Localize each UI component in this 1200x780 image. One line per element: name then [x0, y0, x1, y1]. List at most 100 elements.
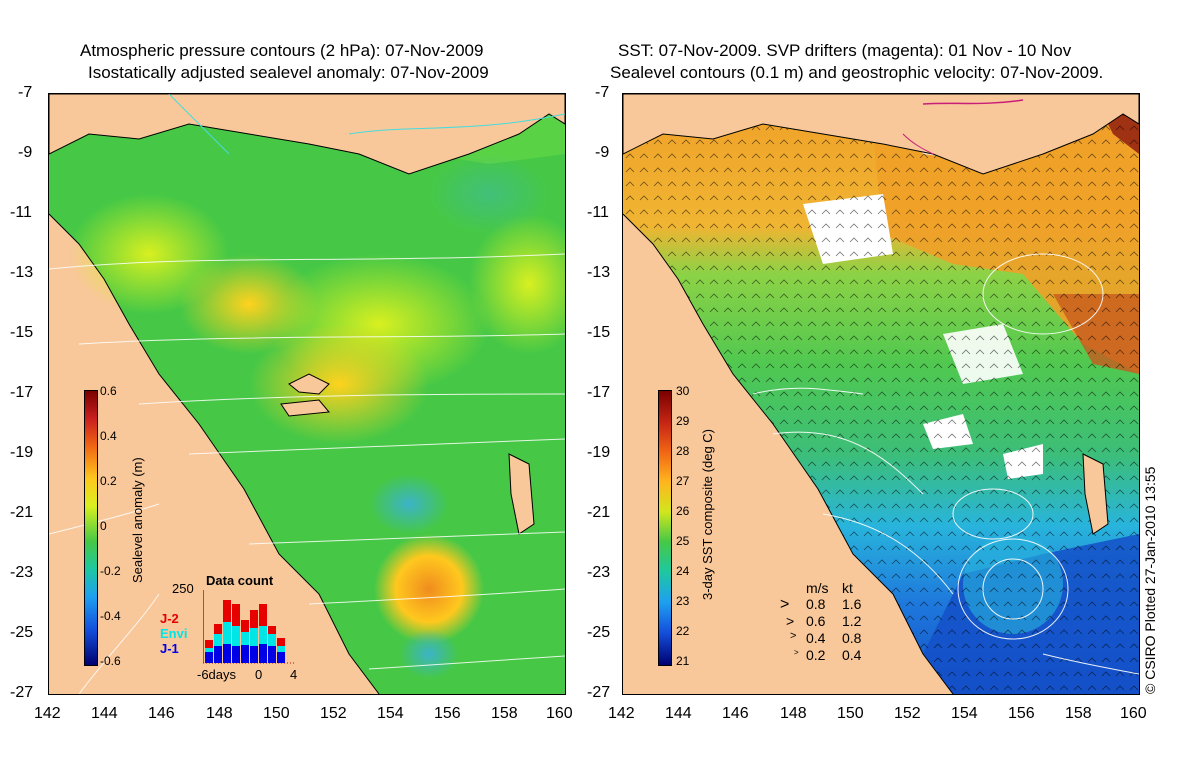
velocity-legend-kt: 1.6 — [842, 596, 862, 612]
sealevel-colorbar-tick: 0 — [100, 519, 107, 533]
velocity-legend-ms: 0.4 — [806, 630, 826, 646]
sst-colorbar-tick: 22 — [676, 624, 690, 638]
left-x-tick: 160 — [546, 705, 573, 722]
sst-colorbar-label: 3-day SST composite (deg C) — [700, 429, 715, 600]
plot-credit: © CSIRO Plotted 27-Jan-2010 13:55 — [1142, 466, 1158, 694]
left-x-tick: 154 — [377, 705, 404, 722]
data-count-xlabel: 0 — [255, 667, 263, 682]
right-y-tick: -27 — [587, 684, 611, 701]
left-y-tick: -11 — [10, 204, 32, 221]
data-count-bars — [203, 590, 295, 664]
left-y-tick: -25 — [10, 624, 34, 641]
arrow-icon: > — [790, 630, 797, 642]
right-x-tick: 142 — [608, 705, 635, 722]
arrow-icon: > — [786, 613, 795, 629]
right-y-tick: -25 — [587, 624, 611, 641]
bar-j2 — [223, 600, 231, 622]
sealevel-colorbar-label: Sealevel anomaly (m) — [130, 457, 145, 583]
sst-colorbar-tick: 30 — [676, 384, 690, 398]
left-x-tick: 148 — [206, 705, 233, 722]
left-y-tick: -19 — [10, 444, 34, 461]
bar-j2 — [241, 620, 249, 632]
bar-j2 — [232, 604, 240, 626]
left-y-tick: -23 — [10, 564, 34, 581]
sst-map — [622, 93, 1140, 695]
left-x-tick: 144 — [91, 705, 118, 722]
right-y-tick: -17 — [587, 384, 611, 401]
right-x-tick: 150 — [837, 705, 864, 722]
sst-colorbar-tick: 29 — [676, 414, 690, 428]
velocity-legend-kt: 0.4 — [842, 647, 862, 663]
right-x-tick: 148 — [780, 705, 807, 722]
bar-j1 — [223, 644, 231, 663]
velocity-legend-header-kt: kt — [842, 580, 853, 596]
series-label-j2: J-2 — [160, 611, 179, 626]
right-x-tick: 156 — [1008, 705, 1035, 722]
left-y-tick: -9 — [18, 144, 33, 161]
sealevel-anomaly-map-graphic — [49, 94, 565, 694]
data-count-title: Data count — [206, 573, 274, 588]
left-x-tick: 150 — [263, 705, 290, 722]
sst-colorbar-tick: 27 — [676, 474, 690, 488]
right-x-tick: 146 — [722, 705, 749, 722]
bar-envi — [277, 646, 285, 652]
sst-colorbar-tick: 26 — [676, 504, 690, 518]
bar-j1 — [277, 652, 285, 663]
right-y-tick: -19 — [587, 444, 611, 461]
sealevel-colorbar — [84, 390, 98, 666]
bar-envi — [223, 622, 231, 644]
sealevel-colorbar-tick: 0.2 — [100, 474, 117, 488]
velocity-legend-ms: 0.2 — [806, 647, 826, 663]
left-y-tick: -13 — [10, 264, 34, 281]
sst-colorbar-tick: 28 — [676, 444, 690, 458]
left-x-tick: 152 — [320, 705, 347, 722]
bar-j1 — [214, 646, 222, 663]
series-label-j1: J-1 — [160, 641, 179, 656]
right-title-line2: Sealevel contours (0.1 m) and geostrophi… — [610, 63, 1104, 82]
left-title-line2: Isostatically adjusted sealevel anomaly:… — [88, 63, 489, 82]
velocity-legend-ms: 0.6 — [806, 613, 826, 629]
series-label-envi: Envi — [160, 626, 188, 641]
right-y-tick: -15 — [587, 324, 611, 341]
velocity-legend-header-ms: m/s — [806, 580, 829, 596]
bar-envi — [268, 634, 276, 646]
bar-j1 — [259, 644, 267, 663]
bar-j1 — [268, 646, 276, 663]
data-count-xlabel: 4 — [290, 667, 298, 682]
velocity-legend-kt: 0.8 — [842, 630, 862, 646]
left-x-tick: 158 — [491, 705, 518, 722]
bar-envi — [232, 626, 240, 646]
bar-envi — [241, 632, 249, 645]
left-y-tick: -17 — [10, 384, 34, 401]
left-x-tick: 142 — [34, 705, 61, 722]
bar-j1 — [250, 646, 258, 663]
right-x-tick: 144 — [665, 705, 692, 722]
sst-map-graphic — [623, 94, 1139, 694]
bar-envi — [205, 648, 213, 652]
right-y-tick: -13 — [587, 264, 611, 281]
bar-j2 — [277, 638, 285, 646]
left-x-tick: 156 — [434, 705, 461, 722]
data-count-xlabel: -6days — [197, 667, 237, 682]
left-y-tick: -21 — [10, 504, 34, 521]
sealevel-colorbar-tick: 0.4 — [100, 429, 117, 443]
bar-j1 — [205, 652, 213, 663]
velocity-legend-ms: 0.8 — [806, 596, 826, 612]
bar-envi — [214, 634, 222, 646]
left-y-tick: -15 — [10, 324, 34, 341]
arrow-icon: > — [794, 648, 799, 657]
sealevel-anomaly-map — [48, 93, 566, 695]
right-y-tick: -7 — [595, 84, 610, 101]
bar-envi — [259, 626, 267, 644]
arrow-icon: > — [780, 596, 790, 613]
left-title-line1: Atmospheric pressure contours (2 hPa): 0… — [80, 41, 484, 60]
data-count-ymax: 250 — [172, 581, 194, 596]
left-x-tick: 146 — [148, 705, 175, 722]
right-title-line1: SST: 07-Nov-2009. SVP drifters (magenta)… — [618, 41, 1072, 60]
bar-j2 — [214, 624, 222, 634]
bar-j1 — [232, 646, 240, 663]
sealevel-colorbar-tick: 0.6 — [100, 384, 117, 398]
sealevel-colorbar-tick: -0.4 — [100, 609, 121, 623]
sealevel-colorbar-tick: -0.6 — [100, 654, 121, 668]
right-y-tick: -9 — [595, 144, 610, 161]
